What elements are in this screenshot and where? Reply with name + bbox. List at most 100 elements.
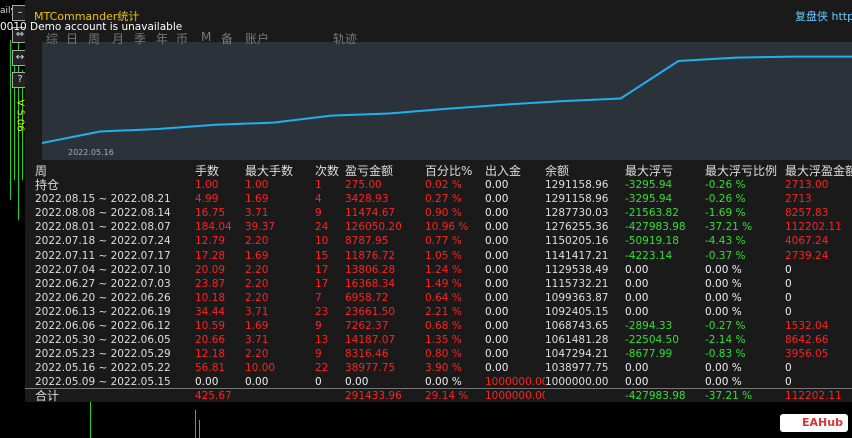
column-header: 余额: [545, 164, 570, 178]
cell: 0.00: [625, 362, 649, 375]
week-label: 2022.08.01 ~ 2022.08.07: [35, 221, 171, 234]
cell: 0: [785, 291, 792, 304]
week-label: 2022.07.04 ~ 2022.07.10: [35, 263, 171, 276]
total-cell: 112202.11: [785, 390, 842, 402]
button[interactable]: –: [12, 5, 28, 21]
cell: 12.79: [195, 235, 226, 248]
cell: -0.26 %: [705, 193, 746, 206]
cell: 2.20: [245, 291, 269, 304]
week-label: 2022.06.27 ~ 2022.07.03: [35, 277, 171, 290]
cell: 0.00: [625, 263, 649, 276]
candle: [14, 60, 15, 180]
cell: 3956.05: [785, 348, 829, 361]
cell: 1099363.87: [545, 291, 609, 304]
tab[interactable]: 综: [46, 32, 59, 46]
cell: 11876.72: [345, 249, 396, 262]
cell: 2.21 %: [425, 305, 462, 318]
cell: 13: [315, 334, 329, 347]
cell: 1.69: [245, 193, 269, 206]
cell: -0.27 %: [705, 320, 746, 332]
cell: -427983.98: [625, 221, 686, 234]
cell: -4223.14: [625, 249, 673, 262]
cell: 1000000.00: [485, 376, 545, 389]
cell: 0.00: [485, 207, 509, 220]
cell: 1.24 %: [425, 263, 462, 276]
cell: -0.37 %: [705, 249, 746, 262]
tab[interactable]: 轨迹: [333, 32, 358, 46]
cell: 17: [315, 277, 329, 290]
tab[interactable]: 账户: [245, 32, 270, 46]
cell: 0.68 %: [425, 320, 462, 332]
week-label: 2022.08.15 ~ 2022.08.21: [35, 193, 171, 206]
cell: 3.71: [245, 305, 269, 318]
period: aily: [0, 6, 16, 16]
cell: 0.00: [625, 305, 649, 318]
cell: 0.00: [485, 249, 509, 262]
cell: 4.99: [195, 193, 219, 206]
cell: -4.43 %: [705, 235, 746, 248]
candle: [195, 410, 196, 438]
cell: 9: [315, 207, 322, 220]
tab[interactable]: 月: [112, 32, 125, 46]
cell: 0.02 %: [425, 179, 462, 191]
cell: 1.49 %: [425, 277, 462, 290]
column-header: 百分比%: [425, 164, 473, 178]
column-header: 最大浮亏比例: [705, 164, 778, 178]
cell: 1.35 %: [425, 334, 462, 347]
tab[interactable]: 周: [88, 32, 101, 46]
cell: 0.00: [195, 376, 219, 389]
column-header: 出入金: [485, 164, 522, 178]
column-header: 次数: [315, 164, 340, 178]
tab[interactable]: M: [201, 30, 212, 44]
cell: 0.00: [485, 263, 509, 276]
cell: 0.00: [485, 277, 509, 290]
tab[interactable]: 年: [156, 32, 169, 46]
week-label: 2022.06.20 ~ 2022.06.26: [35, 291, 171, 304]
cell: 0.00 %: [705, 305, 742, 318]
tab[interactable]: 日: [66, 32, 79, 46]
cell: 0.00: [485, 362, 509, 375]
cell: 24: [315, 221, 329, 234]
cell: 23.87: [195, 277, 226, 290]
tab[interactable]: 备: [221, 32, 234, 46]
cell: 1141417.21: [545, 249, 609, 262]
cell: 7262.37: [345, 320, 389, 332]
total-cell: 29.14 %: [425, 390, 469, 402]
week-label: 2022.05.09 ~ 2022.05.15: [35, 376, 171, 389]
cell: 2.20: [245, 263, 269, 276]
cell: 4067.24: [785, 235, 829, 248]
cell: 3.71: [245, 334, 269, 347]
cell: 0: [315, 376, 322, 389]
week-label: 2022.07.11 ~ 2022.07.17: [35, 249, 171, 262]
cell: 1129538.49: [545, 263, 609, 276]
tab[interactable]: 币: [176, 32, 189, 46]
total-label: 合计: [35, 389, 60, 403]
cell: -37.21 %: [705, 221, 753, 234]
cell: 1000000.00: [545, 376, 609, 389]
cell: 56.81: [195, 362, 226, 375]
cell: 0.00: [625, 277, 649, 290]
cell: -3295.94: [625, 179, 673, 191]
equity-chart: 2022.05.16: [42, 42, 852, 160]
total-cell: -37.21 %: [705, 390, 753, 402]
cell: 23661.50: [345, 305, 396, 318]
cell: 3.71: [245, 207, 269, 220]
cell: 10: [315, 235, 329, 248]
candle: [22, 70, 23, 180]
cell: 1.00: [195, 179, 219, 191]
cell: 8787.95: [345, 235, 389, 248]
cell: -0.26 %: [705, 179, 746, 191]
cell: 0.00: [625, 291, 649, 304]
tab[interactable]: 季: [134, 32, 147, 46]
cell: -21563.82: [625, 207, 679, 220]
cell: 0.00: [485, 179, 509, 191]
candle: [10, 40, 11, 200]
week-label: 持仓: [35, 178, 60, 192]
cell: 7: [315, 291, 322, 304]
cell: -8677.99: [625, 348, 673, 361]
cell: 1276255.36: [545, 221, 609, 234]
cell: 10.18: [195, 291, 226, 304]
cell: 2739.24: [785, 249, 829, 262]
cell: -50919.18: [625, 235, 679, 248]
